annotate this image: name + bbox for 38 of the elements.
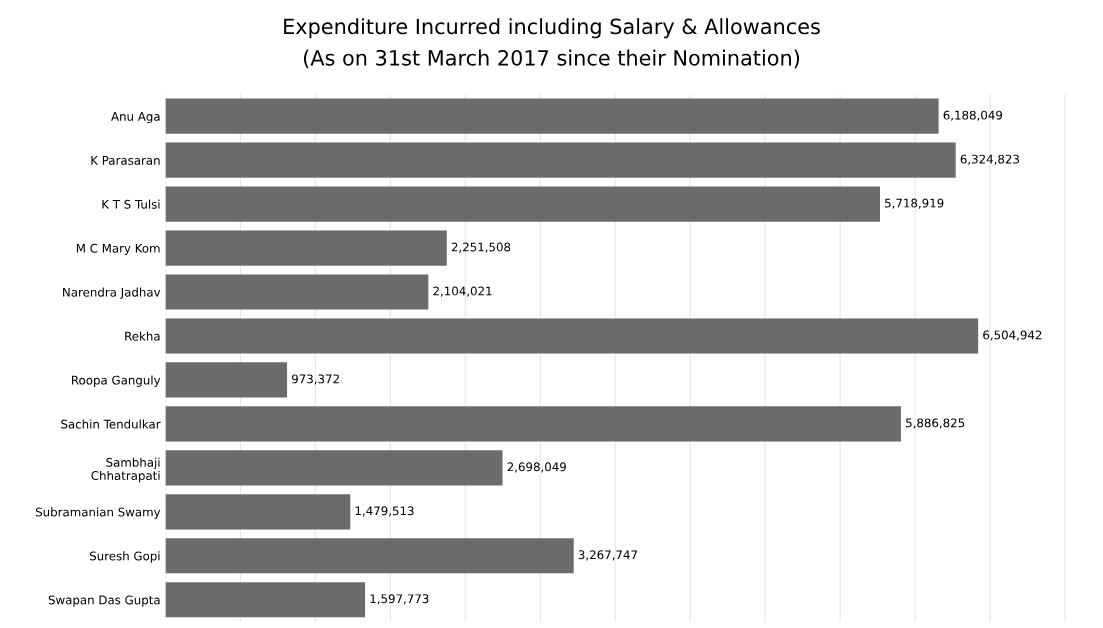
y-tick-label: Suresh Gopi [90, 551, 160, 563]
bar [165, 318, 979, 354]
y-tick-label: K T S Tulsi [102, 199, 160, 209]
y-tick-label: Swapan Das Gupta [48, 595, 160, 607]
data-label: 6,188,049 [943, 110, 1003, 121]
y-tick-label: Sambhaji Chhatrapati [91, 457, 160, 483]
bar [165, 142, 956, 178]
data-label: 5,718,919 [885, 198, 944, 209]
data-label: 6,504,942 [983, 330, 1042, 341]
bar [165, 274, 429, 310]
bar [165, 450, 503, 486]
data-label: 6,324,823 [960, 154, 1019, 165]
data-label: 1,479,513 [355, 506, 414, 517]
y-tick-label: M C Mary Kom [76, 243, 160, 255]
data-label: 973,372 [291, 374, 339, 385]
bar [165, 186, 880, 222]
data-label: 2,104,021 [433, 286, 492, 297]
bar [165, 538, 574, 574]
bar [165, 582, 366, 618]
data-label: 5,886,825 [906, 418, 965, 429]
data-label: 1,597,773 [370, 594, 429, 605]
y-tick-label: Narendra Jadhav [63, 287, 161, 299]
bar [165, 362, 288, 398]
y-tick-label: Anu Aga [111, 112, 160, 124]
y-tick-label: K Parasaran [91, 156, 160, 165]
chart-subtitle: (As on 31st March 2017 since their Nomination) [303, 49, 800, 69]
chart-title: Expenditure Incurred including Salary & Allowances [284, 18, 820, 39]
bar [165, 98, 939, 134]
data-label: 2,698,049 [507, 462, 566, 473]
bar [165, 230, 447, 266]
y-tick-label: Sachin Tendulkar [61, 419, 161, 429]
y-tick-label: Rekha [125, 331, 160, 341]
y-tick-label: Subramanian Swamy [35, 507, 161, 519]
bar [165, 406, 901, 442]
data-label: 3,267,747 [578, 550, 637, 561]
bar [165, 494, 351, 530]
y-tick-label: Roopa Ganguly [72, 375, 161, 387]
data-label: 2,251,508 [451, 242, 511, 253]
